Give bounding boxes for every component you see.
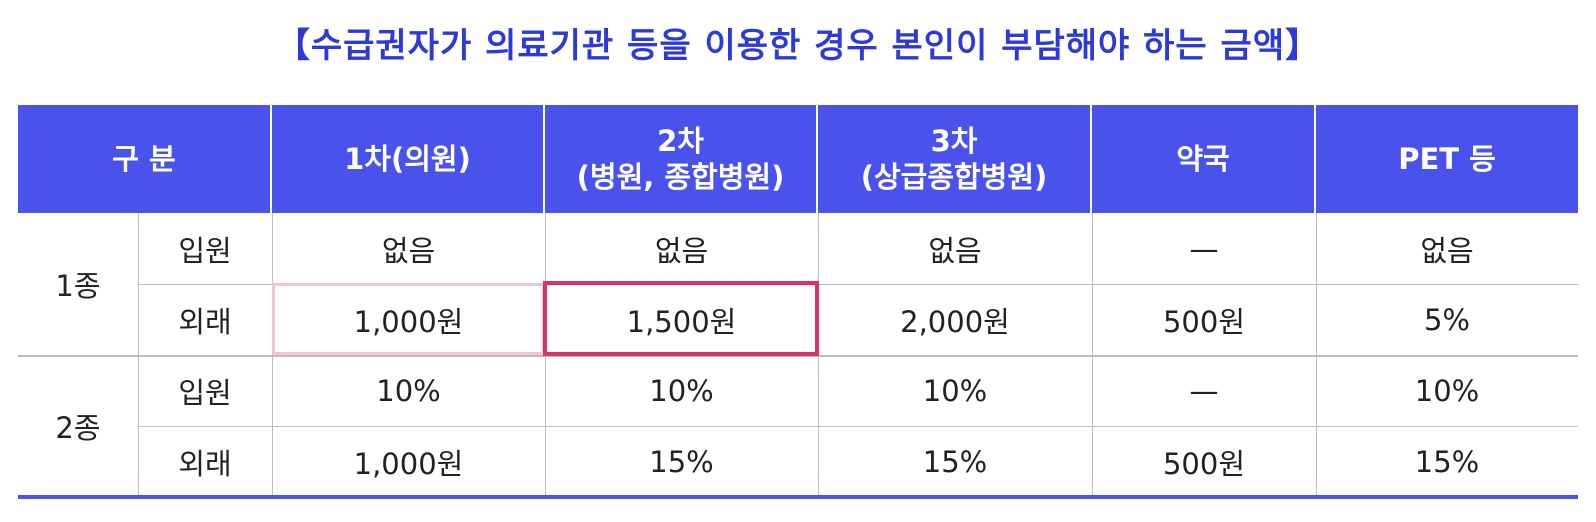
header-cell: 구 분: [18, 105, 272, 213]
cell-text: 15%: [922, 444, 988, 479]
row-divider: [138, 426, 1578, 427]
row-label-text: 외래: [178, 446, 232, 481]
data-cell: 10%: [1316, 355, 1578, 426]
cell-text: 없음: [381, 233, 436, 268]
data-cell: 1,000원: [272, 426, 545, 497]
cell-text: 1,500원: [626, 304, 737, 339]
data-cell: 없음: [818, 213, 1092, 284]
data-cell: 10%: [545, 355, 818, 426]
cell-text: 10%: [376, 373, 441, 408]
row-divider: [138, 284, 1578, 285]
highlight-box: [272, 283, 545, 355]
row-label: 입원: [138, 355, 272, 426]
cell-text: 없음: [1420, 233, 1474, 268]
row-label-text: 입원: [178, 233, 232, 268]
cell-text: 15%: [649, 444, 714, 479]
header-cell: 2차 (병원, 종합병원): [545, 105, 818, 213]
row-label-text: 외래: [178, 304, 232, 339]
cell-text: 5%: [1423, 302, 1470, 337]
data-cell: —: [1092, 213, 1316, 284]
data-cell: 15%: [818, 426, 1092, 497]
header-text: 2차: [657, 124, 704, 158]
header-text: 약국: [1176, 142, 1230, 176]
data-cell: 5%: [1316, 284, 1578, 355]
data-cell: 없음: [272, 213, 545, 284]
cell-text: 15%: [1414, 444, 1480, 479]
data-cell: 500원: [1092, 284, 1316, 355]
cell-text: 없음: [928, 233, 982, 268]
data-cell: 10%: [272, 355, 545, 426]
cell-text: 500원: [1162, 446, 1246, 481]
cell-text: 500원: [1162, 304, 1246, 339]
row-label: 외래: [138, 426, 272, 497]
data-cell: 2,000원: [818, 284, 1092, 355]
row-label: 외래: [138, 284, 272, 355]
group-divider: [18, 355, 1578, 357]
cell-text: 10%: [1414, 373, 1480, 408]
group-label: 1종: [18, 213, 138, 355]
row-label-text: 입원: [178, 375, 232, 410]
cell-text: 없음: [654, 233, 709, 268]
title: 【수급권자가 의료기관 등을 이용한 경우 본인이 부담해야 하는 금액】: [275, 26, 1321, 66]
data-cell: 500원: [1092, 426, 1316, 497]
cell-text: —: [1189, 373, 1219, 408]
column-divider: [272, 213, 273, 497]
header-text: 1차(의원): [344, 142, 471, 176]
cell-text: 10%: [922, 373, 988, 408]
header-text: (병원, 종합병원): [576, 160, 785, 194]
cell-text: 1,000원: [353, 304, 464, 339]
highlight-box: [543, 281, 819, 356]
header-cell: 1차(의원): [272, 105, 545, 213]
header-cell: 약국: [1092, 105, 1316, 213]
group-label-text: 2종: [55, 411, 101, 445]
data-cell: 1,000원: [272, 284, 545, 355]
cell-text: —: [1189, 231, 1219, 266]
row-label: 입원: [138, 213, 272, 284]
header-text: PET 등: [1398, 142, 1496, 176]
data-cell: 15%: [545, 426, 818, 497]
data-cell: 없음: [1316, 213, 1578, 284]
column-divider: [138, 213, 139, 497]
data-cell: —: [1092, 355, 1316, 426]
group-label: 2종: [18, 355, 138, 497]
header-text: 3차: [930, 124, 978, 158]
column-divider: [1316, 213, 1317, 497]
header-text: 구 분: [112, 142, 176, 176]
data-cell: 1,500원: [545, 284, 818, 355]
header-cell: PET 등: [1316, 105, 1578, 213]
cell-text: 1,000원: [353, 446, 464, 481]
data-cell: 15%: [1316, 426, 1578, 497]
cell-text: 2,000원: [900, 304, 1010, 339]
header-cell: 3차 (상급종합병원): [818, 105, 1092, 213]
data-cell: 없음: [545, 213, 818, 284]
header-text: (상급종합병원): [860, 160, 1048, 194]
table-bottom-rule: [18, 495, 1578, 499]
data-cell: 10%: [818, 355, 1092, 426]
cell-text: 10%: [649, 373, 714, 408]
column-divider: [1092, 213, 1093, 497]
group-label-text: 1종: [55, 269, 101, 303]
